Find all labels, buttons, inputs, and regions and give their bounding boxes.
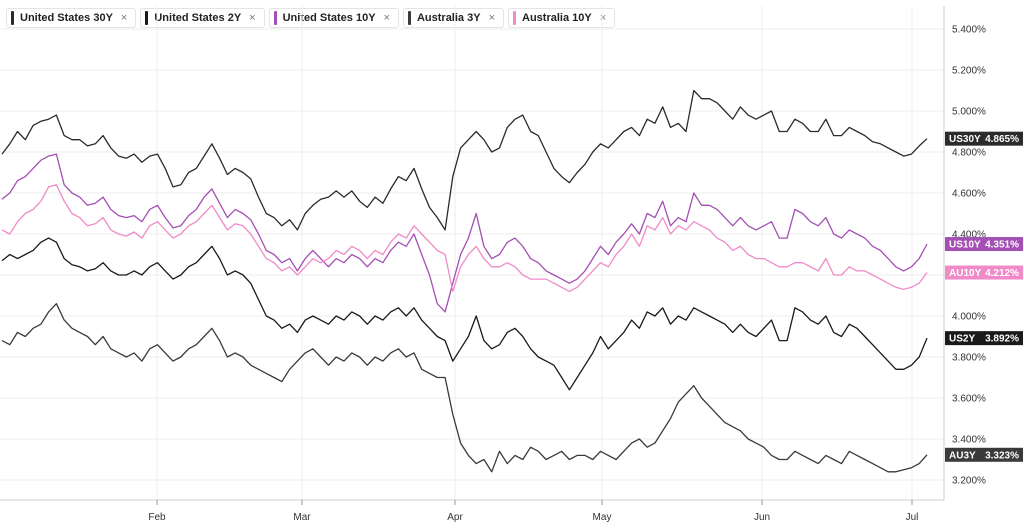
tag-value: 3.892%: [985, 334, 1019, 345]
legend-swatch: [513, 11, 516, 25]
tag-series-code: AU3Y: [949, 450, 976, 461]
last-value-tag: AU10Y 4.212%: [945, 265, 1023, 280]
x-tick-label: May: [593, 512, 612, 523]
tag-background: [945, 331, 1023, 346]
x-axis: Feb Mar Apr May Jun Jul: [148, 500, 918, 523]
last-value-tag: US30Y 4.865%: [945, 131, 1023, 146]
tag-value: 4.351%: [985, 240, 1019, 251]
series-lines: [1, 89, 928, 473]
legend-chip[interactable]: Australia 3Y ×: [402, 8, 504, 28]
close-icon[interactable]: ×: [599, 12, 607, 24]
series-line: [1, 303, 928, 473]
tag-series-code: US2Y: [949, 334, 975, 345]
y-tick-label: 4.400%: [952, 230, 986, 241]
legend-chip[interactable]: United States 2Y ×: [140, 8, 265, 28]
legend-swatch: [145, 11, 149, 25]
legend-swatch: [273, 11, 277, 25]
grid: [0, 6, 945, 501]
tag-value: 4.212%: [985, 268, 1019, 279]
y-tick-label: 3.200%: [952, 476, 986, 487]
y-tick-label: 3.600%: [952, 394, 986, 405]
y-axis: 3.200%3.400%3.600%3.800%4.000%4.200%4.40…: [952, 25, 986, 487]
last-value-tag: US2Y 3.892%: [945, 331, 1023, 346]
x-tick-label: Jun: [754, 512, 770, 523]
close-icon[interactable]: ×: [249, 12, 256, 24]
last-value-tag: AU3Y 3.323%: [945, 447, 1023, 462]
tag-series-code: AU10Y: [949, 268, 982, 279]
x-tick-label: Feb: [148, 512, 166, 523]
x-tick-label: Mar: [293, 512, 311, 523]
tag-value: 3.323%: [985, 450, 1019, 461]
last-value-tag: US10Y 4.351%: [945, 237, 1023, 252]
close-icon[interactable]: ×: [383, 12, 390, 24]
tag-background: [945, 237, 1023, 252]
y-tick-label: 5.400%: [952, 25, 986, 36]
tag-series-code: US10Y: [949, 240, 981, 251]
legend-label: United States 2Y: [154, 12, 242, 24]
y-tick-label: 5.000%: [952, 107, 986, 118]
y-tick-label: 3.800%: [952, 353, 986, 364]
y-tick-label: 4.600%: [952, 189, 986, 200]
close-icon[interactable]: ×: [120, 12, 128, 24]
tag-series-code: US30Y: [949, 134, 981, 145]
y-tick-label: 3.400%: [952, 435, 986, 446]
y-tick-label: 4.000%: [952, 312, 986, 323]
legend-label: Australia 3Y: [416, 12, 481, 24]
legend-chip[interactable]: Australia 10Y ×: [508, 8, 616, 28]
series-line: [1, 89, 928, 231]
legend-label: United States 10Y: [282, 12, 376, 24]
series-line: [1, 153, 928, 313]
legend: United States 30Y × United States 2Y × Unite…: [6, 8, 616, 30]
tag-background: [945, 131, 1023, 146]
series-line: [1, 184, 928, 293]
last-value-tags: US30Y 4.865% US10Y 4.351% AU10Y 4.212% US2Y 3.8…: [945, 131, 1023, 462]
tag-value: 4.865%: [985, 134, 1019, 145]
close-icon[interactable]: ×: [488, 12, 495, 24]
series-line: [1, 237, 928, 391]
legend-chip[interactable]: United States 10Y ×: [268, 8, 399, 28]
x-tick-label: Apr: [447, 512, 463, 523]
legend-label: United States 30Y: [20, 12, 113, 24]
tag-background: [945, 447, 1023, 462]
legend-swatch: [407, 11, 411, 25]
y-tick-label: 5.200%: [952, 66, 986, 77]
legend-chip[interactable]: United States 30Y ×: [6, 8, 137, 28]
legend-label: Australia 10Y: [522, 12, 592, 24]
legend-swatch: [11, 11, 14, 25]
y-tick-label: 4.800%: [952, 148, 986, 159]
x-tick-label: Jul: [906, 512, 919, 523]
tag-background: [945, 265, 1023, 280]
